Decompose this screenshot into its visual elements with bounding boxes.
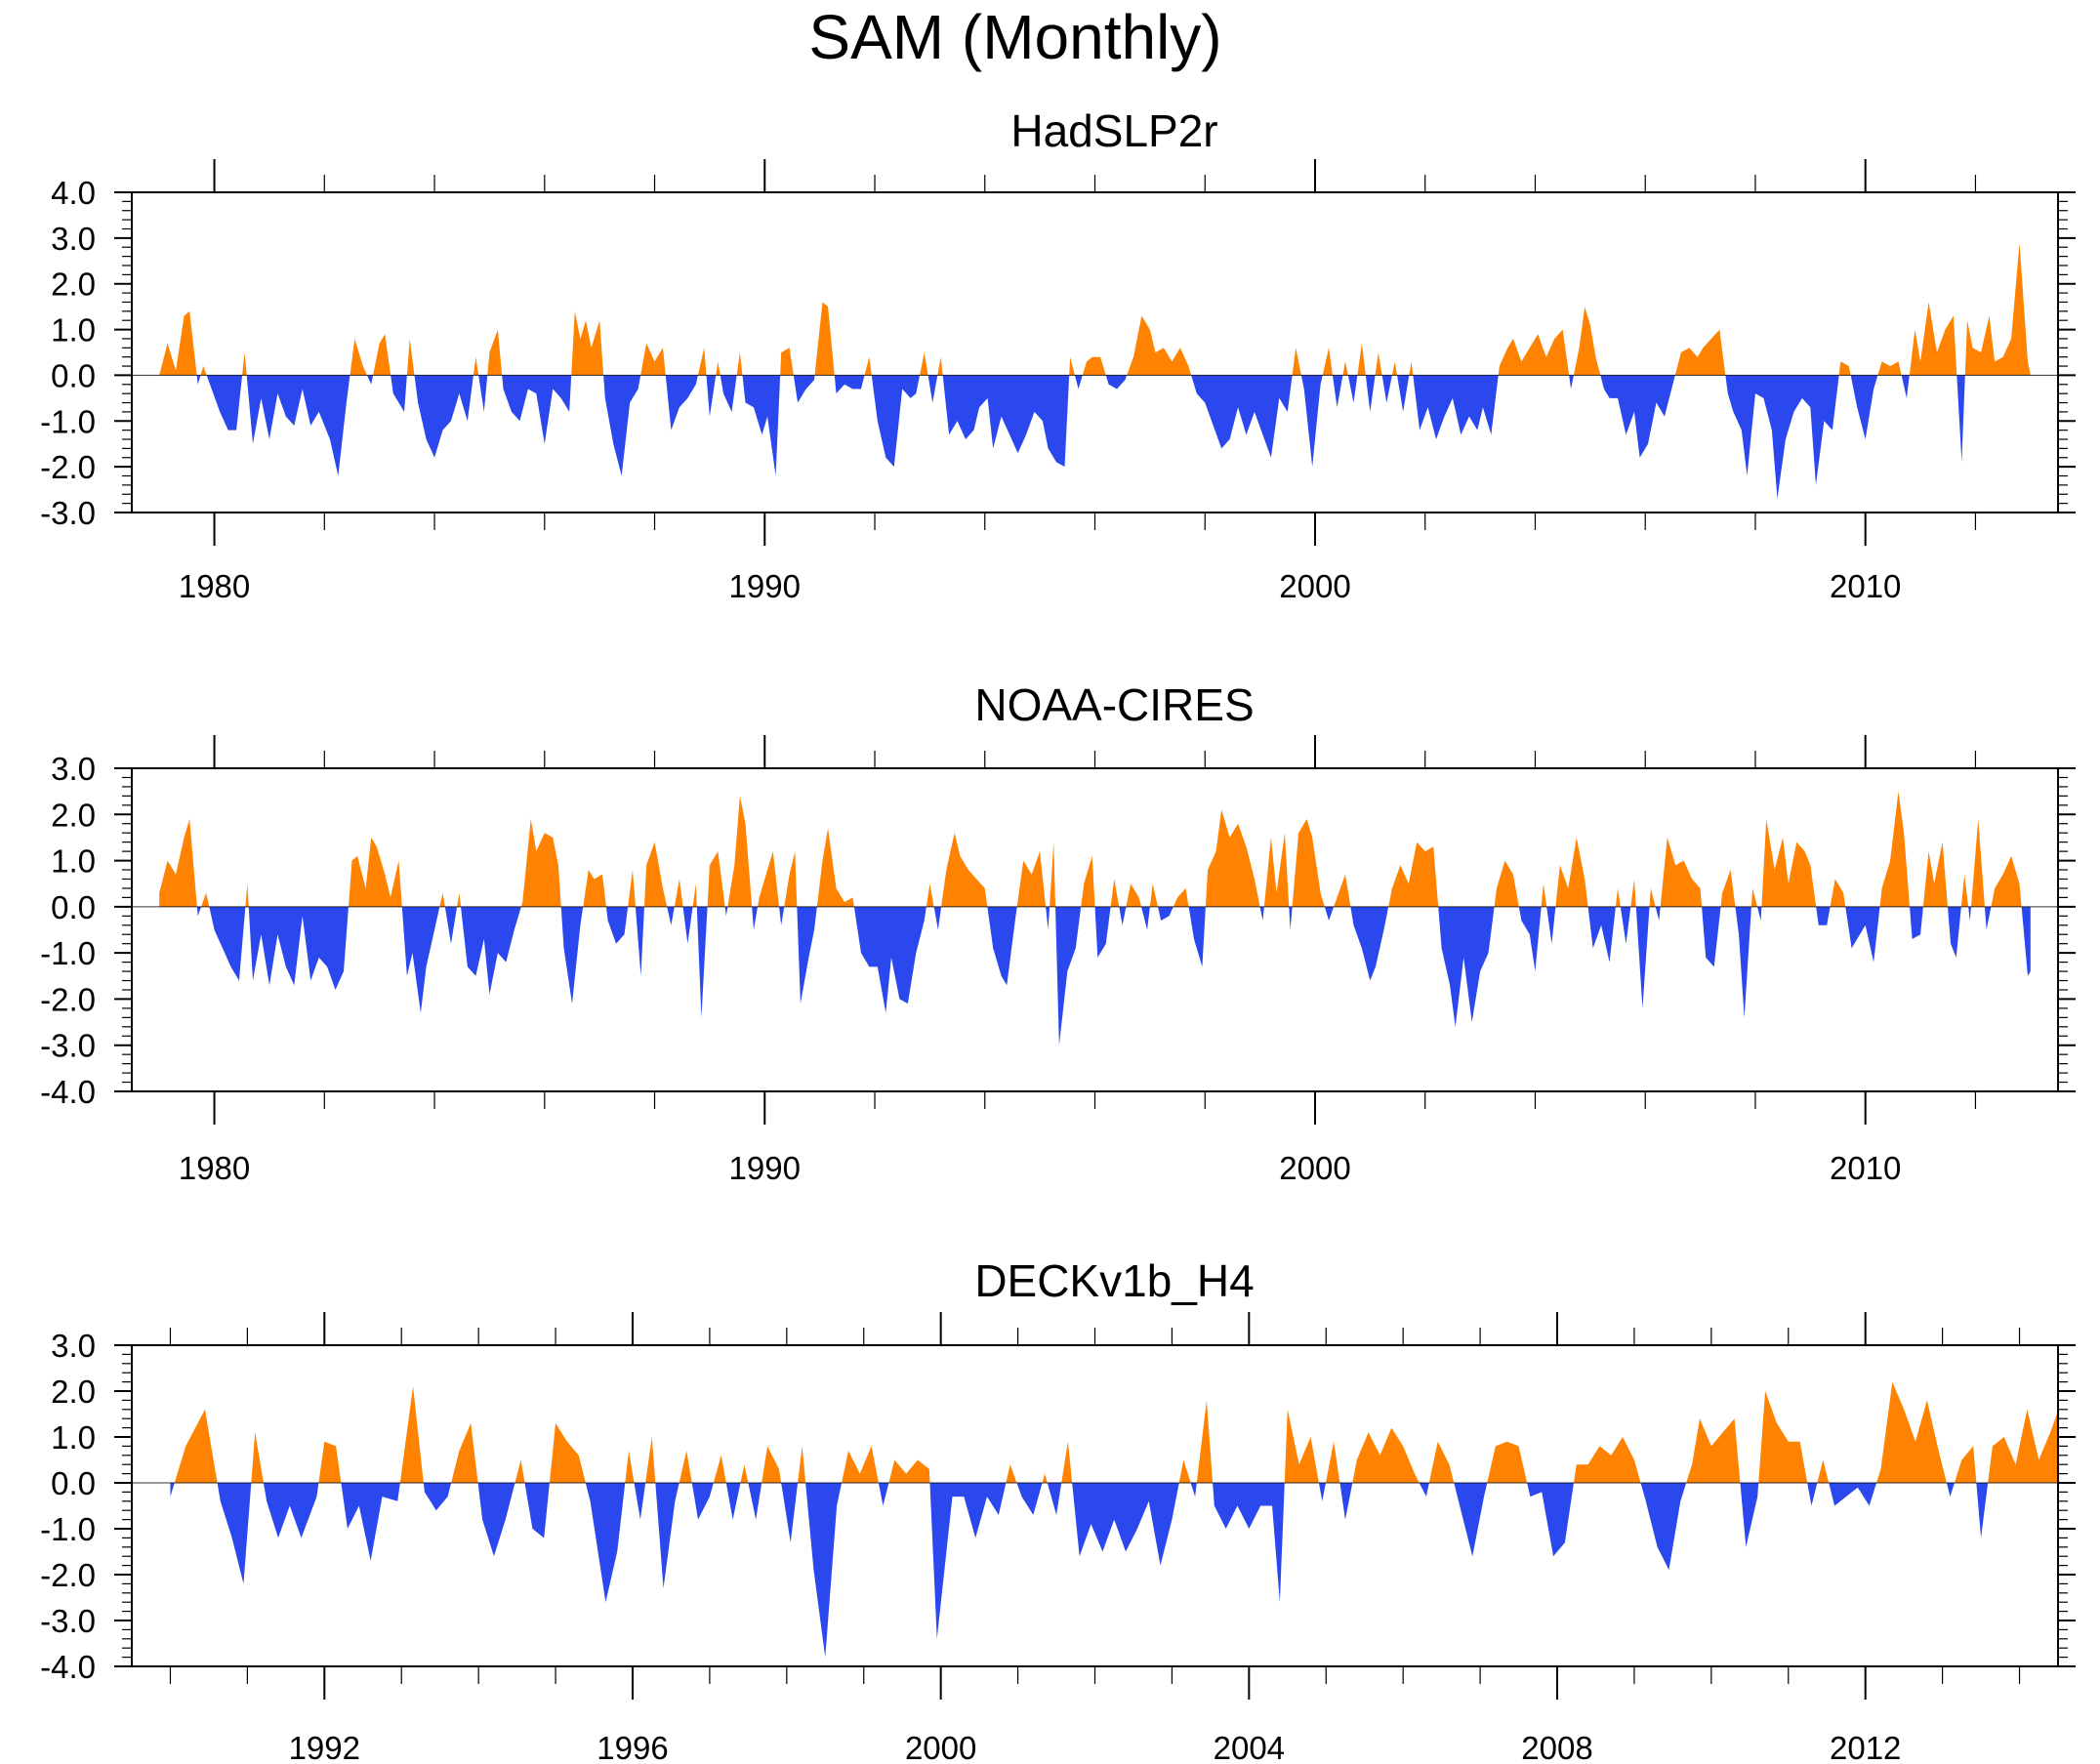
x-tick-label: 1992	[289, 1730, 360, 1764]
y-tick-label: 4.0	[51, 175, 96, 211]
negative-area	[159, 906, 2031, 1046]
x-tick-label: 1990	[729, 568, 801, 604]
y-tick-label: -4.0	[40, 1649, 96, 1685]
x-tick-label: 2000	[905, 1730, 976, 1764]
x-tick-label: 1996	[597, 1730, 668, 1764]
x-tick-label: 2000	[1279, 568, 1350, 604]
x-tick-label: 1990	[729, 1150, 801, 1186]
y-tick-label: -1.0	[40, 403, 96, 439]
y-tick-label: 3.0	[51, 751, 96, 787]
y-tick-label: 1.0	[51, 843, 96, 880]
y-tick-label: -2.0	[40, 1557, 96, 1593]
y-tick-label: -1.0	[40, 1511, 96, 1547]
positive-area	[159, 791, 2022, 907]
y-tick-label: 2.0	[51, 797, 96, 833]
x-tick-label: 2008	[1521, 1730, 1592, 1764]
panel-title: NOAA-CIRES	[974, 679, 1254, 730]
y-tick-label: 3.0	[51, 1328, 96, 1364]
panel-1: HadSLP2r 4.0 3.0 2.0 1.0 0.0 -1.0 -2.0 -3.0 1980 1…	[40, 105, 2076, 604]
y-tick-label: -3.0	[40, 495, 96, 531]
y-tick-label: 2.0	[51, 1374, 96, 1410]
y-tick-label: -4.0	[40, 1074, 96, 1110]
x-tick-label: 1980	[179, 1150, 250, 1186]
y-tick-label: 1.0	[51, 1419, 96, 1456]
panel-title: HadSLP2r	[1010, 105, 1217, 156]
y-tick-label: -2.0	[40, 449, 96, 485]
x-tick-label: 2004	[1214, 1730, 1285, 1764]
x-tick-label: 2010	[1830, 1150, 1901, 1186]
y-tick-label: 0.0	[51, 889, 96, 925]
y-tick-label: -1.0	[40, 935, 96, 971]
y-tick-label: 2.0	[51, 267, 96, 303]
panel-title: DECKv1b_H4	[974, 1255, 1254, 1306]
panel-2: NOAA-CIRES 3.0 2.0 1.0 0.0 -1.0 -2.0 -3.0 -4.0 19…	[40, 679, 2076, 1186]
negative-area	[170, 1483, 2058, 1658]
x-tick-label: 2010	[1830, 568, 1901, 604]
x-tick-label: 1980	[179, 568, 250, 604]
y-tick-label: 1.0	[51, 312, 96, 349]
x-tick-label: 2000	[1279, 1150, 1350, 1186]
positive-area	[159, 242, 2031, 376]
y-tick-label: -3.0	[40, 1603, 96, 1639]
negative-area	[159, 375, 2031, 499]
panel-3: DECKv1b_H4 3.0 2.0 1.0 0.0 -1.0 -2.0 -3.0 -4.0 19…	[40, 1255, 2076, 1764]
y-tick-label: -3.0	[40, 1028, 96, 1064]
x-tick-label: 2012	[1830, 1730, 1901, 1764]
y-tick-label: 0.0	[51, 357, 96, 393]
panels-container: HadSLP2r 4.0 3.0 2.0 1.0 0.0 -1.0 -2.0 -3.0 1980 1…	[40, 105, 2076, 1764]
y-tick-label: -2.0	[40, 981, 96, 1017]
y-tick-label: 0.0	[51, 1465, 96, 1501]
figure-title: SAM (Monthly)	[808, 2, 1221, 72]
y-tick-label: 3.0	[51, 221, 96, 257]
